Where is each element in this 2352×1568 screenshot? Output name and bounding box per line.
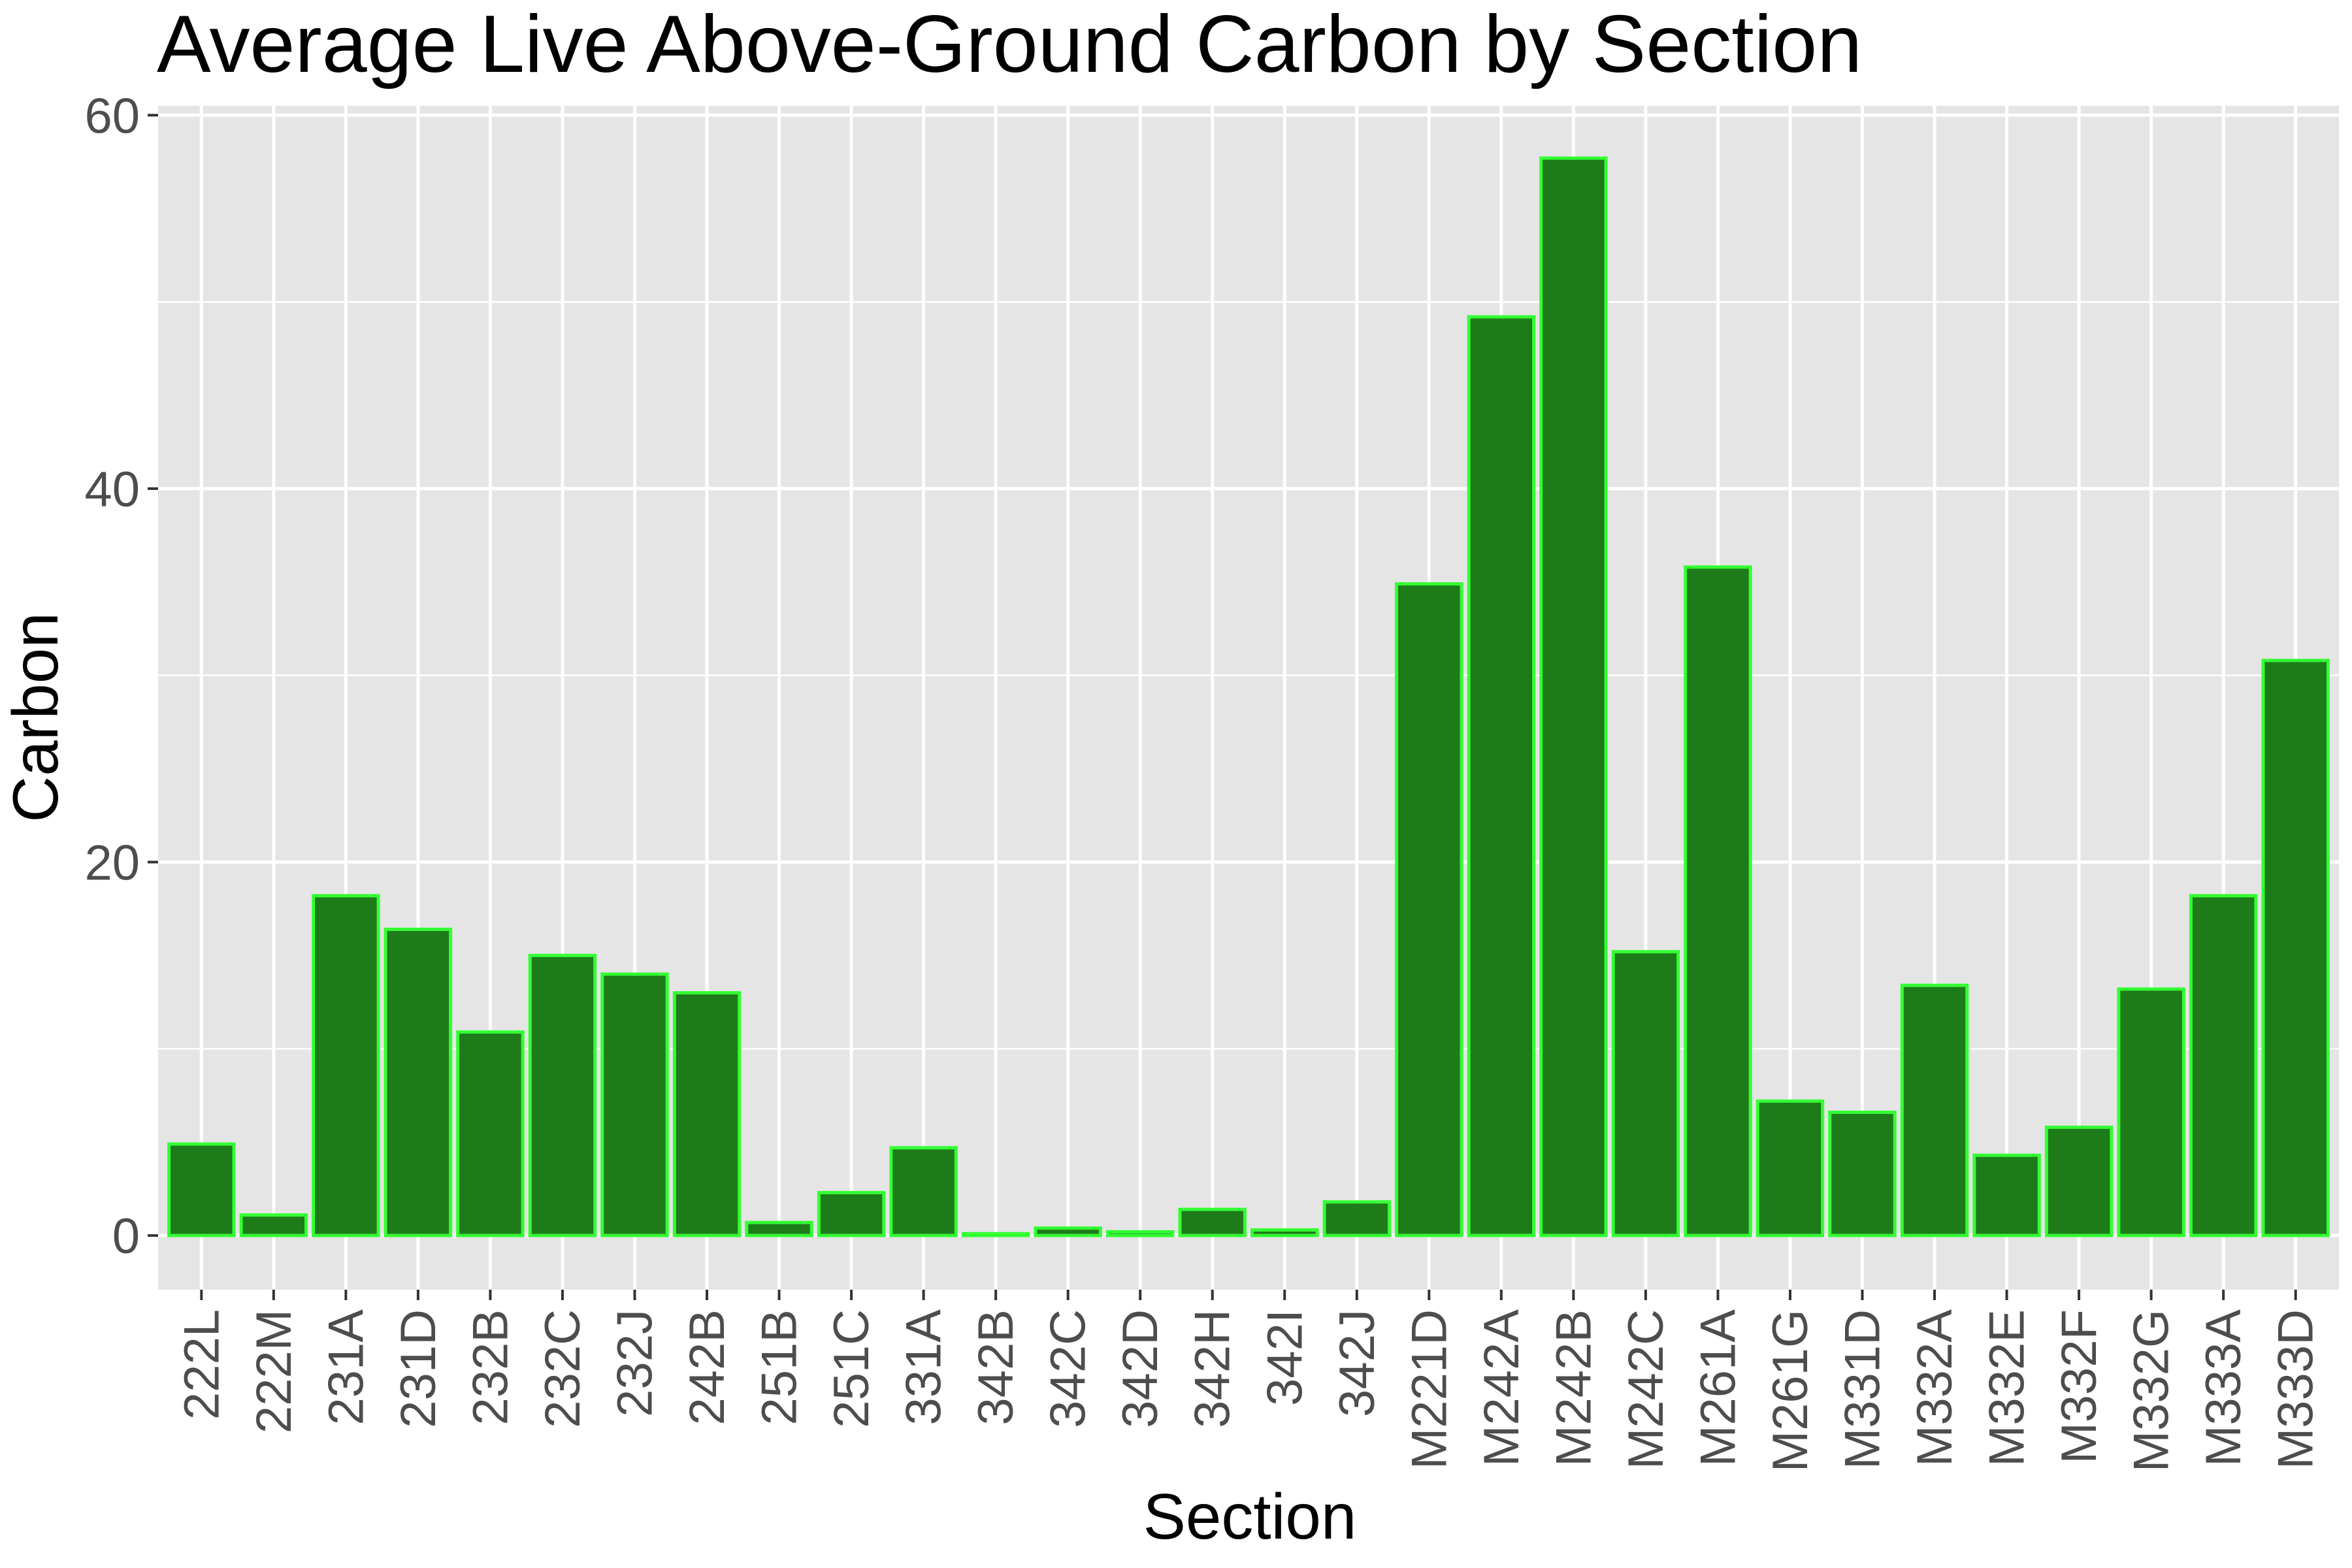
bar-M261A [1684, 565, 1752, 1237]
x-tick-label: M261G [1763, 1309, 1818, 1472]
x-tick-label: 242B [679, 1309, 735, 1426]
x-tick-label: 231A [318, 1309, 374, 1426]
bar-232J [600, 972, 669, 1237]
x-tick-label: 342C [1041, 1309, 1096, 1428]
x-tick-label: M331D [1835, 1309, 1891, 1469]
bar-M332E [1972, 1153, 2041, 1237]
y-tick-label: 60 [84, 88, 140, 144]
bar-232B [456, 1030, 525, 1237]
bar-222M [239, 1213, 308, 1237]
x-tick-label: 231D [391, 1309, 446, 1428]
x-tick-label: 251B [752, 1309, 808, 1426]
x-tick-label: 342H [1185, 1309, 1241, 1428]
x-axis-title: Section [1143, 1480, 1357, 1552]
bar-M332A [1900, 983, 1969, 1237]
x-tick-label: 342J [1330, 1309, 1385, 1417]
bar-251B [745, 1220, 813, 1237]
bar-231A [312, 894, 380, 1237]
bar-342H [1178, 1207, 1247, 1237]
x-tick-label: M332E [1980, 1309, 2035, 1467]
y-axis-title: Carbon [0, 612, 71, 822]
bar-M332F [2044, 1125, 2114, 1237]
bar-M242B [1539, 156, 1608, 1237]
bar-331A [889, 1146, 958, 1237]
bars [167, 156, 2330, 1237]
bar-M221D [1395, 582, 1463, 1237]
x-tick-label: M242C [1618, 1309, 1674, 1469]
bar-242B [672, 991, 742, 1237]
x-tick-label: 342I [1257, 1309, 1313, 1406]
bar-251C [817, 1190, 886, 1237]
x-axis: 222L 222M 231A 231D 232B 232C 232J 242B 251B 251C… [174, 1290, 2324, 1472]
x-tick-label: 251C [824, 1309, 879, 1428]
bar-342B [961, 1232, 1030, 1237]
bar-M242C [1611, 950, 1680, 1237]
bar-342J [1322, 1200, 1392, 1237]
x-tick-label: 342B [968, 1309, 1024, 1426]
x-tick-label: M261A [1690, 1309, 1746, 1467]
bar-231D [384, 927, 453, 1237]
x-tick-label: M332F [2051, 1309, 2107, 1464]
x-tick-label: M333A [2196, 1309, 2251, 1467]
bar-M261G [1756, 1099, 1825, 1237]
bar-342D [1105, 1230, 1175, 1237]
x-tick-label: 331A [896, 1309, 952, 1426]
x-tick-label: M332G [2124, 1309, 2180, 1472]
bar-M333D [2261, 659, 2330, 1237]
x-tick-label: 222L [174, 1309, 229, 1420]
chart-title: Average Live Above-Ground Carbon by Sect… [157, 0, 1862, 90]
x-tick-label: 222M [246, 1309, 302, 1433]
bar-232C [528, 953, 597, 1237]
y-axis: 0 20 40 60 [84, 88, 158, 1264]
x-tick-label: M221D [1401, 1309, 1457, 1469]
bar-M242A [1467, 315, 1536, 1237]
y-tick-label: 20 [84, 836, 140, 891]
x-tick-label: 342D [1113, 1309, 1168, 1428]
x-tick-label: M242B [1546, 1309, 1601, 1467]
x-tick-label: 232J [607, 1309, 662, 1417]
x-tick-label: 232C [535, 1309, 591, 1428]
bar-342I [1250, 1228, 1319, 1237]
bar-342C [1034, 1226, 1102, 1237]
x-tick-label: M333D [2268, 1309, 2324, 1469]
bar-M332G [2117, 987, 2185, 1237]
bar-M331D [1828, 1110, 1897, 1237]
bar-222L [167, 1142, 236, 1237]
y-tick-label: 0 [112, 1209, 140, 1264]
y-tick-label: 40 [84, 462, 140, 517]
x-tick-label: M242A [1474, 1309, 1529, 1467]
x-tick-label: M332A [1907, 1309, 1963, 1467]
bar-M333A [2189, 894, 2258, 1237]
x-tick-label: 232B [463, 1309, 518, 1426]
